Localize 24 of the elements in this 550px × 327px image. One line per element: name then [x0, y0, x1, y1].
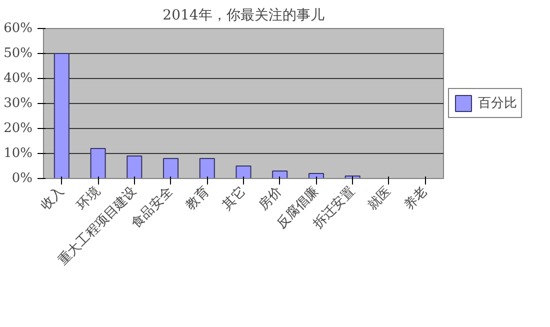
x-tick-label: 收入 [38, 184, 67, 214]
bar [236, 166, 252, 178]
legend-label: 百分比 [478, 95, 517, 112]
bar [163, 158, 179, 178]
y-tick-label: 30% [4, 96, 33, 111]
chart-title: 2014年，你最关注的事儿 [162, 8, 324, 24]
x-tick-label: 教育 [182, 183, 212, 214]
y-tick-label: 60% [4, 21, 33, 36]
y-tick-label: 40% [4, 71, 33, 86]
y-tick-label: 20% [4, 121, 33, 136]
bar [272, 170, 288, 178]
x-tick-label: 环境 [74, 183, 104, 214]
x-tick-label: 就医 [365, 184, 394, 214]
x-tick-label: 其它 [219, 183, 249, 214]
x-tick-label: 养老 [400, 183, 431, 214]
bar [126, 156, 142, 178]
bar [199, 158, 215, 178]
y-tick-label: 10% [4, 146, 33, 161]
y-tick-label: 50% [4, 46, 33, 61]
bar [308, 173, 324, 178]
y-tick-label: 0% [12, 171, 32, 186]
x-tick-label: 房价 [255, 183, 286, 214]
bar [90, 148, 106, 178]
bar [54, 53, 70, 178]
